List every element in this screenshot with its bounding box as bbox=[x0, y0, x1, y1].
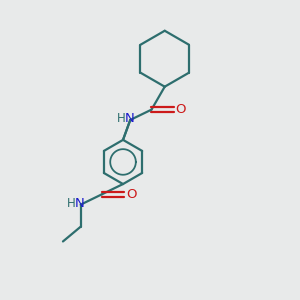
Text: H: H bbox=[67, 197, 76, 210]
Text: O: O bbox=[176, 103, 186, 116]
Text: N: N bbox=[124, 112, 134, 125]
Text: H: H bbox=[116, 112, 125, 125]
Text: O: O bbox=[126, 188, 136, 201]
Text: N: N bbox=[75, 197, 85, 210]
